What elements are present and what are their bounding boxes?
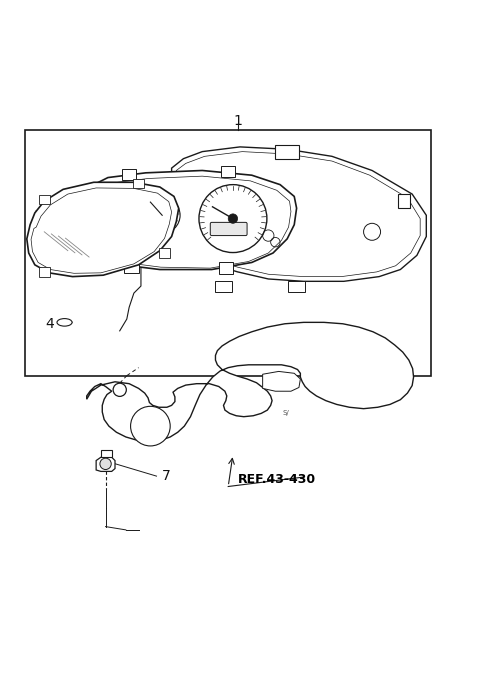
Bar (219, 262, 233, 274)
Circle shape (199, 185, 267, 253)
Text: 5: 5 (252, 218, 261, 232)
Polygon shape (151, 221, 162, 228)
Text: 3: 3 (127, 218, 136, 232)
Circle shape (144, 197, 180, 233)
Bar (124, 262, 139, 273)
Text: 1: 1 (233, 114, 242, 128)
Polygon shape (96, 457, 115, 471)
Circle shape (228, 214, 238, 224)
Circle shape (113, 383, 126, 397)
Text: 2: 2 (35, 250, 44, 265)
Bar (38, 195, 50, 204)
Bar (159, 248, 170, 258)
Polygon shape (27, 182, 179, 277)
Bar (122, 168, 136, 180)
Polygon shape (398, 194, 410, 208)
Text: 6: 6 (120, 397, 129, 411)
Polygon shape (82, 170, 297, 270)
Text: REF.43-430: REF.43-430 (238, 473, 316, 486)
Ellipse shape (57, 319, 72, 326)
Text: 4: 4 (45, 317, 54, 331)
Circle shape (100, 458, 111, 469)
Bar (133, 179, 144, 188)
Polygon shape (276, 144, 299, 159)
Text: 7: 7 (162, 469, 171, 483)
FancyBboxPatch shape (210, 222, 247, 235)
Polygon shape (101, 450, 112, 457)
Bar (288, 282, 305, 292)
Polygon shape (162, 147, 426, 282)
Polygon shape (87, 322, 414, 442)
Polygon shape (263, 371, 300, 391)
Bar (215, 282, 232, 292)
Bar (38, 267, 50, 277)
Bar (25, 130, 431, 375)
Text: S/: S/ (283, 410, 289, 416)
Bar (221, 166, 235, 177)
Circle shape (131, 406, 170, 446)
